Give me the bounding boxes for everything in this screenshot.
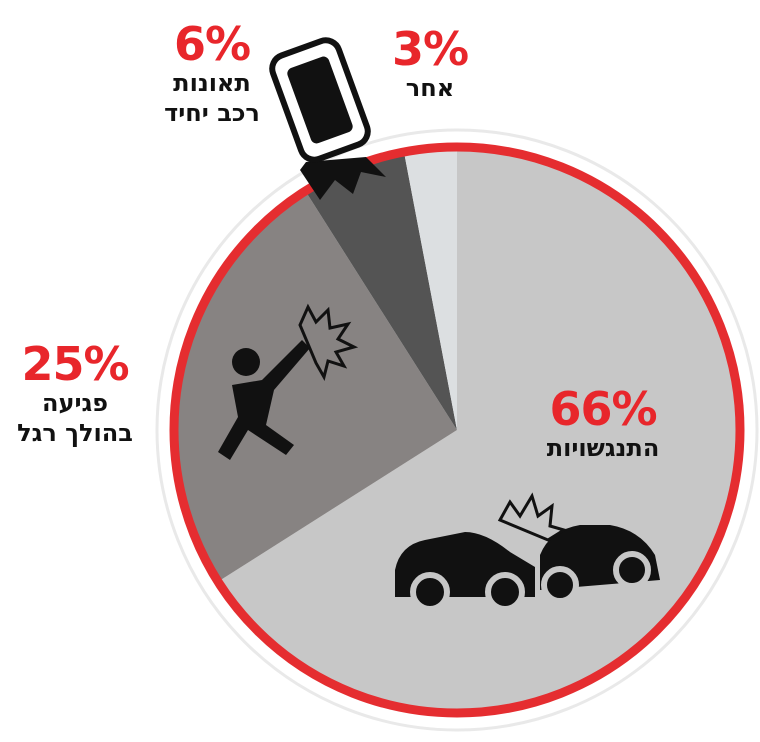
value-label: 66% (549, 382, 657, 436)
rolled-car-icon (269, 37, 386, 200)
slice-label: 3% אחר (391, 22, 469, 103)
slice-label: 6% תאונות רכב יחיד (164, 20, 260, 128)
value-label: 6% (173, 17, 251, 71)
category-label: תאונות רכב יחיד (164, 69, 260, 127)
pie-ring (169, 142, 745, 718)
pie-slice (174, 191, 457, 582)
cars-icon (395, 492, 660, 612)
pie-slice (403, 147, 457, 430)
slice-label: 66% התנגשויות (547, 385, 660, 463)
slice-label: 25% פגיעה בהולך רגל (17, 340, 133, 448)
pie-slice (305, 152, 457, 431)
category-label: התנגשויות (546, 434, 660, 462)
category-label: אחר (405, 74, 455, 102)
category-label: פגיעה בהולך רגל (17, 389, 133, 447)
pedestrian-icon (218, 303, 359, 460)
value-label: 25% (21, 337, 129, 391)
value-label: 3% (391, 22, 469, 76)
